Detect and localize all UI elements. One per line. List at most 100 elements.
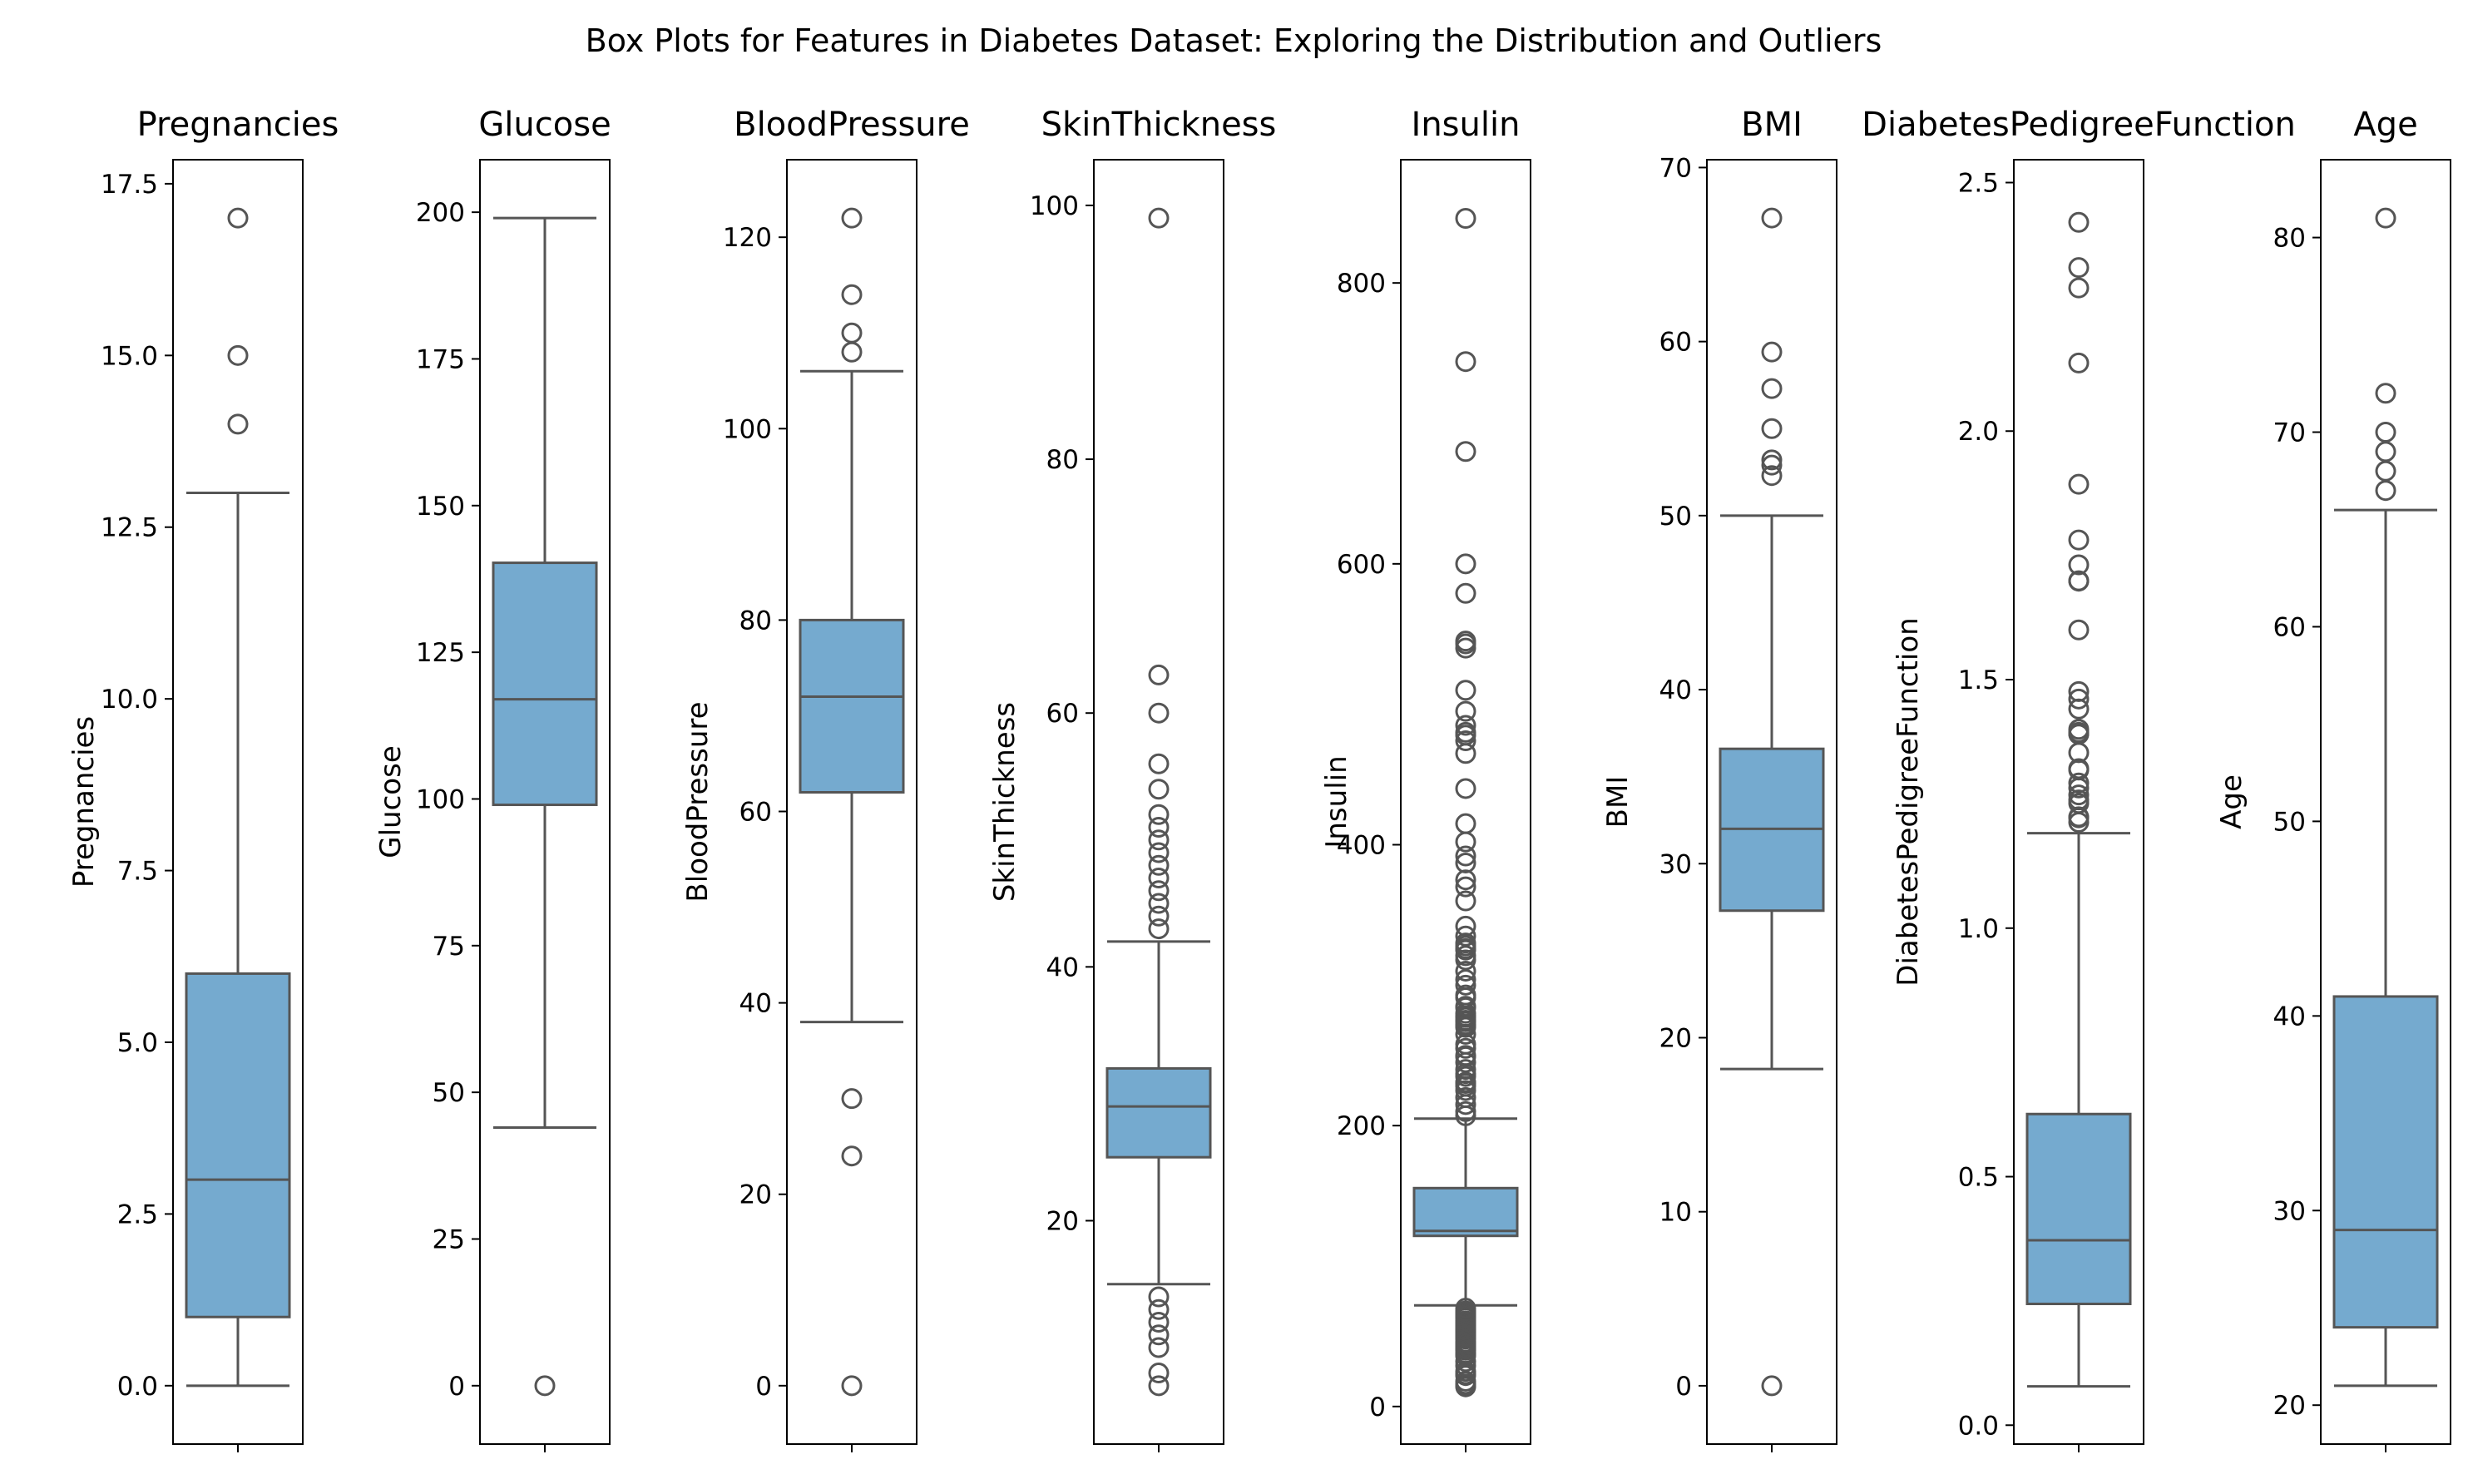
outlier-point-diabetespedigreefunction <box>2068 719 2090 740</box>
y-tick-label-pregnancies: 15.0 <box>101 341 158 371</box>
y-tick-label-age: 20 <box>2273 1391 2306 1421</box>
panel-skinthickness: SkinThickness SkinThickness 20 40 60 80 100 <box>988 106 1276 1452</box>
y-tick-label-skinthickness: 100 <box>1030 191 1079 221</box>
outlier-point-pregnancies <box>227 207 249 229</box>
outlier-point-skinthickness <box>1148 893 1170 914</box>
y-tick-label-diabetespedigreefunction: 1.0 <box>1958 914 1999 944</box>
outlier-point-insulin <box>1455 1086 1476 1108</box>
chart-title: Box Plots for Features in Diabetes Datas… <box>586 22 1882 59</box>
outlier-point-insulin <box>1455 932 1476 954</box>
outlier-point-skinthickness <box>1148 868 1170 889</box>
outlier-point-insulin <box>1455 890 1476 912</box>
outlier-point-bloodpressure <box>841 1088 863 1110</box>
outlier-point-skinthickness <box>1148 664 1170 685</box>
outlier-point-insulin <box>1455 845 1476 867</box>
outlier-point-bmi <box>1761 418 1783 439</box>
outlier-point-insulin <box>1455 700 1476 722</box>
y-tick-label-pregnancies: 5.0 <box>117 1028 158 1058</box>
outlier-point-insulin <box>1455 553 1476 575</box>
outlier-point-insulin <box>1455 721 1476 743</box>
panel-title-diabetespedigreefunction: DiabetesPedigreeFunction <box>1862 106 2296 144</box>
y-tick-label-bmi: 70 <box>1659 153 1692 183</box>
outlier-point-skinthickness <box>1148 842 1170 863</box>
y-tick-label-skinthickness: 40 <box>1046 952 1079 982</box>
outlier-point-insulin <box>1455 831 1476 853</box>
outlier-point-insulin <box>1455 1045 1476 1066</box>
outlier-point-insulin <box>1455 869 1476 891</box>
panel-insulin: Insulin Insulin 0 200 400 600 800 <box>1320 106 1531 1452</box>
panel-frame-glucose <box>479 159 611 1445</box>
y-tick-label-bmi: 50 <box>1659 502 1692 532</box>
outlier-point-bmi <box>1761 341 1783 363</box>
y-tick-label-diabetespedigreefunction: 1.5 <box>1958 665 1999 695</box>
outlier-point-skinthickness <box>1148 1298 1170 1320</box>
outlier-point-diabetespedigreefunction <box>2068 352 2090 373</box>
box-skinthickness <box>1105 1066 1212 1159</box>
panel-title-glucose: Glucose <box>478 106 611 144</box>
y-axis-label-bmi: BMI <box>1601 776 1635 829</box>
y-tick-label-age: 40 <box>2273 1002 2306 1031</box>
y-tick-label-insulin: 0 <box>1369 1392 1386 1422</box>
y-tick-label-age: 50 <box>2273 807 2306 837</box>
outlier-point-age <box>2375 383 2396 404</box>
outlier-point-bloodpressure <box>841 341 863 363</box>
outlier-point-insulin <box>1455 778 1476 799</box>
outlier-point-skinthickness <box>1148 918 1170 940</box>
y-tick-label-glucose: 175 <box>416 344 465 374</box>
y-tick-label-diabetespedigreefunction: 2.5 <box>1958 168 1999 198</box>
outlier-point-skinthickness <box>1148 753 1170 774</box>
panel-diabetespedigreefunction: DiabetesPedigreeFunction DiabetesPedigree… <box>1862 106 2296 1452</box>
outlier-point-diabetespedigreefunction <box>2068 554 2090 576</box>
outlier-point-diabetespedigreefunction <box>2068 277 2090 299</box>
y-tick-label-glucose: 0 <box>448 1372 465 1402</box>
outlier-point-bmi <box>1761 454 1783 476</box>
outlier-point-diabetespedigreefunction <box>2068 529 2090 551</box>
outlier-point-skinthickness <box>1148 1324 1170 1346</box>
y-tick-label-glucose: 75 <box>433 932 465 962</box>
y-tick-label-pregnancies: 17.5 <box>101 170 158 200</box>
y-tick-label-glucose: 150 <box>416 492 465 522</box>
outlier-point-insulin <box>1455 969 1476 991</box>
y-tick-label-bmi: 10 <box>1659 1198 1692 1228</box>
outlier-point-diabetespedigreefunction <box>2068 806 2090 828</box>
outlier-point-bloodpressure <box>841 1375 863 1397</box>
outlier-point-age <box>2375 207 2396 229</box>
panel-bmi: BMI BMI 0 10 20 30 40 50 60 70 <box>1601 106 1837 1452</box>
y-tick-label-bloodpressure: 20 <box>739 1180 772 1210</box>
y-tick-label-diabetespedigreefunction: 0.5 <box>1958 1163 1999 1193</box>
outlier-point-skinthickness <box>1148 1375 1170 1397</box>
panel-frame-bmi <box>1706 159 1837 1445</box>
outlier-point-insulin <box>1455 351 1476 373</box>
outlier-point-skinthickness <box>1148 702 1170 724</box>
outlier-point-skinthickness <box>1148 1363 1170 1384</box>
outlier-point-diabetespedigreefunction <box>2068 211 2090 233</box>
panel-bloodpressure: BloodPressure BloodPressure 0 20 40 60 80 100 12… <box>681 106 970 1452</box>
outlier-point-insulin <box>1455 876 1476 898</box>
outlier-point-insulin <box>1455 582 1476 604</box>
box-insulin <box>1412 1186 1519 1238</box>
outlier-point-skinthickness <box>1148 804 1170 825</box>
outlier-point-insulin <box>1455 974 1476 996</box>
outlier-point-insulin <box>1455 730 1476 752</box>
outlier-point-insulin <box>1455 915 1476 937</box>
outlier-point-insulin <box>1455 1298 1476 1319</box>
panel-frame-bloodpressure <box>786 159 917 1445</box>
panels-group: Pregnancies Pregnancies 0.0 2.5 5.0 7.5 10.0 12… <box>67 106 2451 1452</box>
panel-title-age: Age <box>2353 106 2417 144</box>
outlier-point-insulin <box>1455 945 1476 967</box>
panel-frame-insulin <box>1400 159 1531 1445</box>
y-tick-label-skinthickness: 60 <box>1046 699 1079 729</box>
panel-pregnancies: Pregnancies Pregnancies 0.0 2.5 5.0 7.5 10.0 12… <box>67 106 339 1452</box>
outlier-point-glucose <box>534 1375 556 1397</box>
panel-frame-skinthickness <box>1093 159 1224 1445</box>
panel-title-bmi: BMI <box>1741 106 1803 144</box>
outlier-point-insulin <box>1455 852 1476 873</box>
y-tick-label-bmi: 20 <box>1659 1023 1692 1053</box>
outlier-point-diabetespedigreefunction <box>2068 570 2090 591</box>
panel-glucose: Glucose Glucose 0 25 50 75 100 125 150 175 200 <box>374 106 611 1452</box>
panel-title-bloodpressure: BloodPressure <box>734 106 970 144</box>
y-tick-label-glucose: 200 <box>416 198 465 228</box>
outlier-point-skinthickness <box>1148 905 1170 927</box>
y-axis-label-glucose: Glucose <box>374 745 408 858</box>
